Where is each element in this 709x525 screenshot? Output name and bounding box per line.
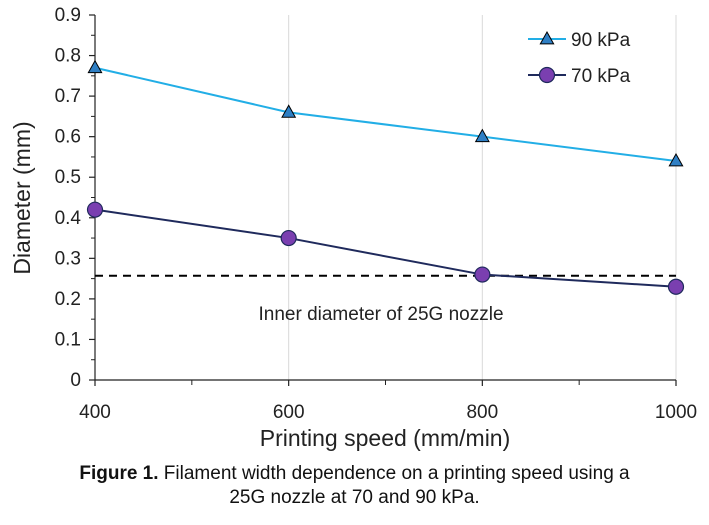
annotation-layer: Inner diameter of 25G nozzle bbox=[258, 304, 503, 325]
x-tick-label: 600 bbox=[273, 402, 305, 423]
point-1-2 bbox=[474, 266, 491, 283]
y-tick-label: 0.1 bbox=[55, 329, 81, 350]
y-tick-label: 0.3 bbox=[55, 248, 81, 269]
series-layer bbox=[86, 59, 685, 295]
point-0-3 bbox=[668, 152, 684, 167]
x-tick-label: 800 bbox=[466, 402, 498, 423]
series-line-1 bbox=[94, 208, 677, 288]
y-tick-label: 0.6 bbox=[55, 127, 81, 148]
caption-line-1: Figure 1. Filament width dependence on a… bbox=[0, 462, 709, 486]
y-tick-label: 0.5 bbox=[55, 167, 81, 188]
legend-marker-0 bbox=[539, 30, 555, 45]
caption-figure-label: Figure 1. bbox=[79, 463, 159, 484]
point-1-0 bbox=[86, 201, 104, 218]
legend-label-0: 90 kPa bbox=[571, 30, 631, 51]
axis-layer: 0 0.1 0.2 0.3 0.4 0.5 0.6 0.7 0.8 0.9 400 600 800 100… bbox=[55, 5, 698, 423]
legend-label-1: 70 kPa bbox=[571, 66, 631, 87]
point-1-3 bbox=[667, 278, 685, 295]
y-tick-label: 0.9 bbox=[55, 5, 81, 26]
caption-line-2: 25G nozzle at 70 and 90 kPa. bbox=[229, 487, 480, 508]
y-tick-label: 0.2 bbox=[55, 289, 81, 310]
legend: 90 kPa 70 kPa bbox=[528, 30, 631, 87]
figure-caption: Figure 1. Filament width dependence on a… bbox=[0, 462, 709, 510]
y-tick-label: 0.8 bbox=[55, 46, 81, 67]
point-0-2 bbox=[474, 128, 490, 143]
point-0-0 bbox=[87, 59, 103, 74]
y-tick-label: 0.4 bbox=[55, 208, 82, 229]
point-0-1 bbox=[281, 104, 297, 118]
series-line-0 bbox=[94, 66, 677, 162]
nozzle-annotation: Inner diameter of 25G nozzle bbox=[258, 304, 503, 325]
x-axis-label: Printing speed (mm/min) bbox=[260, 425, 511, 451]
y-axis-label: Diameter (mm) bbox=[9, 121, 35, 274]
y-tick-label: 0.7 bbox=[55, 86, 81, 107]
point-1-1 bbox=[280, 229, 297, 247]
chart: 0 0.1 0.2 0.3 0.4 0.5 0.6 0.7 0.8 0.9 400 600 800 100… bbox=[9, 5, 698, 451]
x-tick-label: 1000 bbox=[655, 402, 697, 423]
legend-marker-1 bbox=[538, 66, 556, 84]
y-tick-label: 0 bbox=[70, 370, 81, 391]
x-tick-label: 400 bbox=[79, 402, 111, 423]
grid-layer bbox=[288, 15, 677, 380]
caption-text: Filament width dependence on a printing … bbox=[158, 463, 630, 484]
